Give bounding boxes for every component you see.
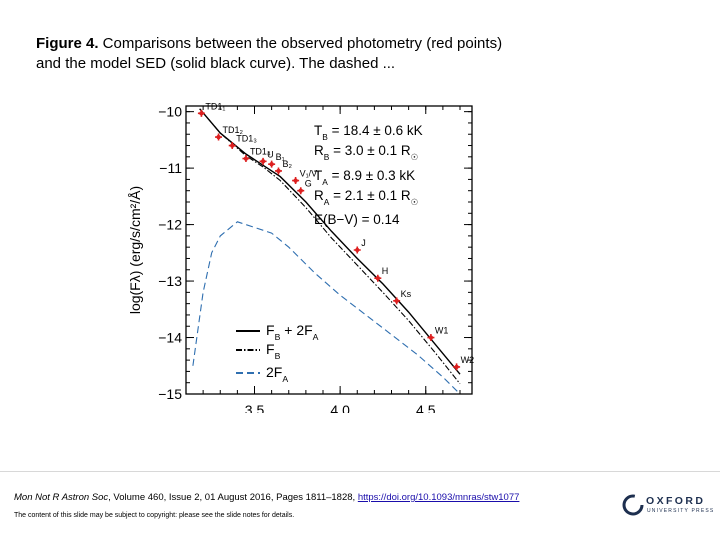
photometry-label: W1: [435, 326, 449, 336]
oxford-subtitle: UNIVERSITY PRESS: [647, 508, 715, 514]
y-tick-label: −14: [158, 330, 182, 346]
legend-label: 2FA: [266, 364, 288, 384]
photometry-dot: [243, 156, 249, 161]
annotation-text: RB = 3.0 ± 0.1 R☉: [314, 143, 418, 162]
oxford-wordmark: OXFORD: [646, 495, 706, 507]
photometry-label: U: [267, 149, 274, 159]
x-tick-label: 4.5: [416, 402, 436, 413]
photometry-dot: [293, 178, 298, 183]
series-line: [192, 221, 461, 395]
y-tick-label: −13: [158, 273, 182, 289]
series-line: [199, 108, 461, 385]
photometry-label: TD1₂: [223, 125, 244, 135]
legend-label: FB: [266, 341, 281, 361]
journal-name: Mon Not R Astron Soc: [14, 492, 109, 503]
photometry-label: B₂: [282, 159, 292, 169]
y-tick-label: −11: [159, 160, 182, 176]
photometry-label: V₁/V: [300, 169, 318, 179]
photometry-dot: [394, 298, 399, 304]
photometry-label: B₁: [276, 152, 285, 162]
oxford-logo: OXFORD UNIVERSITY PRESS: [622, 494, 713, 518]
photometry-label: W2: [461, 355, 475, 365]
photometry-label: TD1₁: [205, 101, 225, 111]
photometry-label: TD1₄: [250, 147, 271, 157]
photometry-dot: [230, 143, 235, 148]
photometry-dot: [199, 111, 204, 116]
x-tick-label: 3.5: [245, 402, 265, 413]
y-tick-label: −10: [158, 104, 182, 120]
caption-text: Comparisons between the observed photome…: [36, 35, 503, 72]
annotation-text: E(B−V) = 0.14: [314, 212, 400, 227]
doi-link[interactable]: https://doi.org/10.1093/mnras/stw1077: [357, 492, 520, 503]
photometry-dot: [216, 134, 221, 140]
legend-label: FB + 2FA: [266, 322, 319, 342]
oxford-circle-icon: [622, 494, 644, 516]
photometry-dot: [355, 247, 360, 253]
photometry-dot: [260, 159, 266, 164]
photometry-dot: [454, 364, 459, 370]
annotation-text: TA = 8.9 ± 0.3 kK: [314, 168, 415, 187]
photometry-label: G: [305, 179, 312, 189]
copyright-notice: The content of this slide may be subject…: [14, 512, 295, 519]
x-tick-label: 4.0: [330, 402, 350, 413]
photometry-dot: [298, 188, 303, 193]
photometry-label: Ks: [401, 289, 412, 299]
photometry-dot: [428, 335, 434, 340]
photometry-dot: [276, 168, 281, 174]
photometry-dot: [375, 276, 381, 281]
series-line: [199, 108, 461, 375]
photometry-label: TD1₃: [236, 134, 257, 144]
y-axis-label: log(Fλ) (erg/s/cm²/Å): [127, 186, 143, 314]
photometry-dot: [269, 161, 274, 167]
figure-caption: Figure 4. Comparisons between the observ…: [36, 34, 516, 74]
y-tick-label: −12: [158, 217, 182, 233]
citation-details: , Volume 460, Issue 2, 01 August 2016, P…: [108, 492, 358, 503]
annotation-text: RA = 2.1 ± 0.1 R☉: [314, 188, 418, 207]
annotation-text: TB = 18.4 ± 0.6 kK: [314, 123, 423, 142]
caption-label: Figure 4.: [36, 35, 99, 52]
photometry-label: J: [361, 238, 366, 248]
footer-divider: [0, 471, 720, 472]
citation: Mon Not R Astron Soc, Volume 460, Issue …: [14, 492, 519, 503]
plot-frame: [185, 105, 473, 395]
photometry-label: H: [382, 266, 389, 276]
y-tick-label: −15: [158, 386, 182, 402]
